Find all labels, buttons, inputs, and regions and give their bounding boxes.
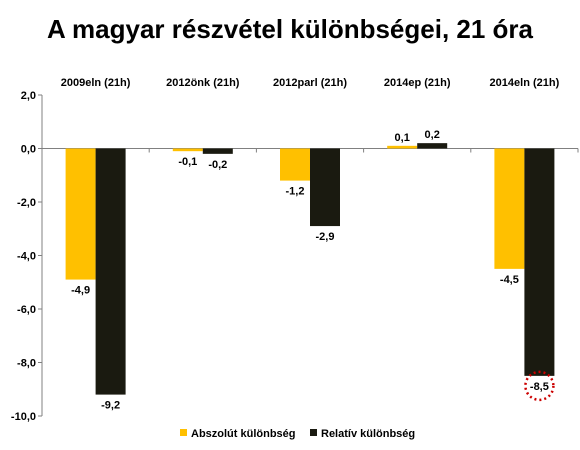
bar-abszolut bbox=[494, 148, 525, 269]
data-label: -8,5 bbox=[530, 381, 549, 393]
data-label: 0,1 bbox=[395, 132, 410, 144]
category-label: 2012önk (21h) bbox=[166, 77, 240, 89]
bar-relativ bbox=[95, 148, 126, 395]
category-label: 2014ep (21h) bbox=[384, 77, 451, 89]
bar-relativ bbox=[310, 148, 340, 227]
legend-swatch bbox=[310, 429, 317, 436]
bar-abszolut bbox=[280, 148, 310, 181]
y-tick-label: 0,0 bbox=[21, 144, 36, 156]
bars-layer bbox=[65, 143, 555, 395]
data-label: -2,9 bbox=[316, 231, 335, 243]
bar-abszolut bbox=[387, 145, 418, 149]
bar-relativ bbox=[417, 143, 448, 149]
legend: Abszolút különbség Relatív különbség bbox=[180, 428, 415, 440]
y-tick-label: -6,0 bbox=[17, 304, 36, 316]
chart-title: A magyar részvétel különbségei, 21 óra bbox=[47, 14, 534, 44]
data-labels-layer: -4,9 -9,2 -0,1 -0,2 -1,2 -2,9 0,1 0,2 -4,5 -8,5 bbox=[71, 129, 555, 412]
category-label: 2014eln (21h) bbox=[490, 77, 560, 89]
legend-label: Abszolút különbség bbox=[191, 428, 296, 440]
category-label: 2009eln (21h) bbox=[61, 77, 131, 89]
data-label: -0,2 bbox=[208, 159, 227, 171]
data-label: -0,1 bbox=[178, 156, 197, 168]
y-tick-label: -10,0 bbox=[11, 411, 36, 423]
legend-label: Relatív különbség bbox=[321, 428, 415, 440]
legend-swatch bbox=[180, 429, 187, 436]
category-label: 2012parl (21h) bbox=[273, 77, 347, 89]
data-label: -4,5 bbox=[500, 274, 519, 286]
data-label: 0,2 bbox=[425, 129, 440, 141]
data-label: -4,9 bbox=[71, 285, 90, 297]
bar-relativ bbox=[524, 148, 555, 376]
data-label: -9,2 bbox=[101, 400, 120, 412]
y-tick-label: -2,0 bbox=[17, 197, 36, 209]
bar-relativ bbox=[202, 148, 233, 154]
y-tick-label: 2,0 bbox=[21, 90, 36, 102]
highlight-circle bbox=[524, 370, 555, 402]
bar-abszolut bbox=[172, 148, 203, 152]
y-tick-label: -4,0 bbox=[17, 251, 36, 263]
bar-abszolut bbox=[65, 148, 96, 280]
y-tick-label: -8,0 bbox=[17, 358, 36, 370]
data-label: -1,2 bbox=[286, 186, 305, 198]
